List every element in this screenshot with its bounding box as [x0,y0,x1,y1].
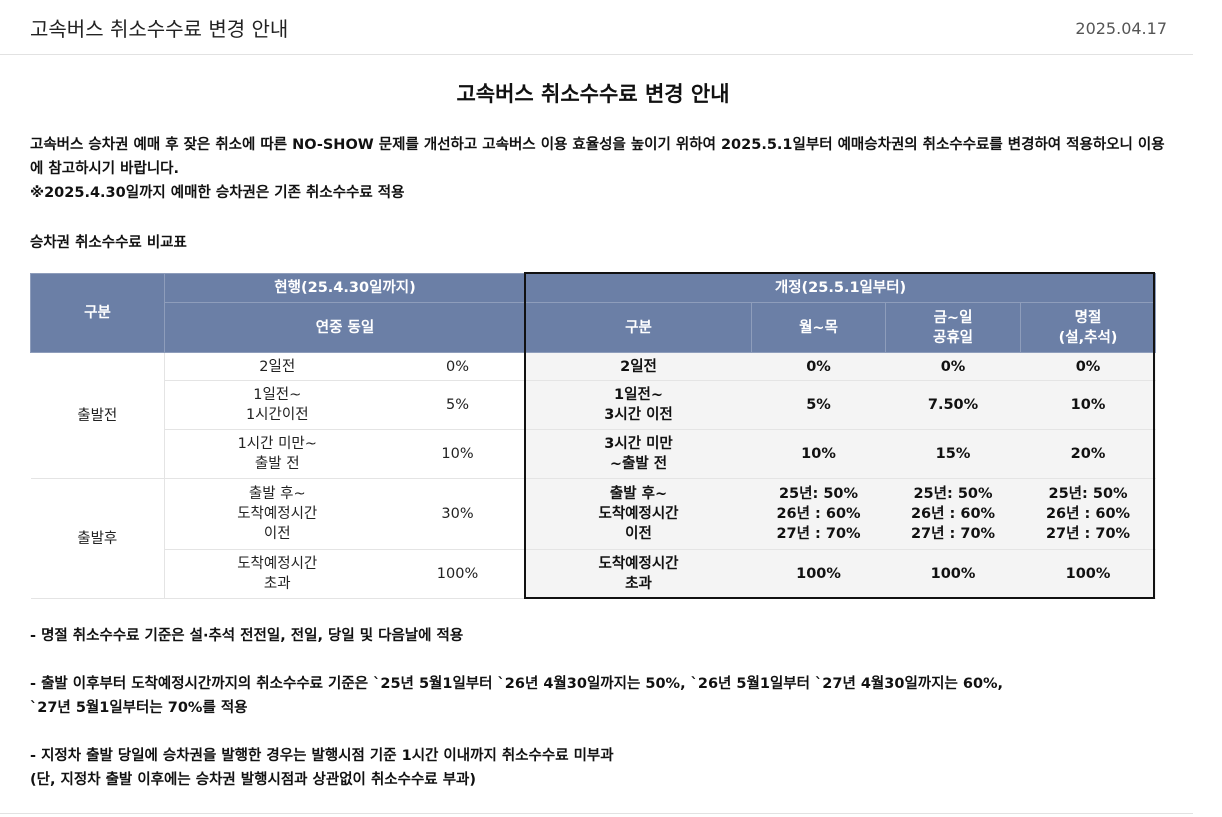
bottom-divider [0,813,1193,814]
weekend-rate-cell: 0% [885,352,1021,381]
fee-comparison-table: 구분 현행(25.4.30일까지) 개정(25.5.1일부터) 연중 동일 구분… [30,273,1157,599]
table-row: 출발전 2일전 0% 2일전 0% 0% 0% [30,352,1156,479]
revised-period-cell: 1일전~ 3시간 이전 [525,380,752,430]
current-period-cell: 1시간 미만~ 출발 전 [164,429,390,479]
holiday-rate-cell: 100% [1020,549,1156,599]
note-2: - 출발 이후부터 도착예정시간까지의 취소수수료 기준은 `25년 5월1일부… [30,676,1004,716]
weekday-rate-cell: 25년: 50% 26년 : 60% 27년 : 70% [751,478,886,550]
header-current: 현행(25.4.30일까지) [163,273,527,303]
page-title: 고속버스 취소수수료 변경 안내 [456,82,730,106]
current-rate-cell: 5% [389,380,526,430]
header-weekday: 월~목 [751,302,887,353]
header-holiday: 명절 (설,추석) [1020,302,1157,353]
current-period-cell: 1일전~ 1시간이전 [164,380,390,430]
table-row: 1일전~ 1시간이전 5% 1일전~ 3시간 이전 5% 7.50% 10% [31,380,1156,430]
holiday-rate-cell: 25년: 50% 26년 : 60% 27년 : 70% [1020,478,1156,550]
holiday-rate-cell: 20% [1020,429,1156,479]
revised-period-cell: 2일전 [525,352,752,381]
current-period-cell: 도착예정시간 초과 [164,549,390,599]
weekend-rate-cell: 7.50% [885,380,1021,430]
row-group-after: 출발후 [30,478,165,599]
header-division: 구분 [30,273,165,353]
weekday-rate-cell: 0% [751,352,886,381]
table-row: 출발후 출발 후~ 도착예정시간 이전 30% 출발 후~ 도착예정시간 이전 25년:… [30,478,1156,599]
intro-note: ※2025.4.30일까지 예매한 승차권은 기존 취소수수료 적용 [30,185,405,201]
page-header: 고속버스 취소수수료 변경 안내 2025.04.17 [0,0,1193,55]
table-title: 승차권 취소수수료 비교표 [30,235,187,251]
weekday-rate-cell: 5% [751,380,886,430]
notes: - 명절 취소수수료 기준은 설·추석 전전일, 전일, 당일 및 다음날에 적… [30,624,1165,816]
weekday-rate-cell: 100% [751,549,886,599]
weekend-rate-cell: 100% [885,549,1021,599]
revised-period-cell: 도착예정시간 초과 [525,549,752,599]
note-1: - 명절 취소수수료 기준은 설·추석 전전일, 전일, 당일 및 다음날에 적… [30,628,464,644]
header-revised: 개정(25.5.1일부터) [525,273,1157,303]
current-rate-cell: 100% [389,549,526,599]
weekend-rate-cell: 25년: 50% 26년 : 60% 27년 : 70% [885,478,1021,550]
current-period-cell: 2일전 [164,352,390,381]
weekend-rate-cell: 15% [885,429,1021,479]
header-title: 고속버스 취소수수료 변경 안내 [30,17,289,41]
current-period-cell: 출발 후~ 도착예정시간 이전 [164,478,390,550]
holiday-rate-cell: 10% [1020,380,1156,430]
table-body: 출발전 2일전 0% 2일전 0% 0% 0% 1일전~ 1시간이전 5% 1일전~ 3시간 이전… [30,352,1156,599]
table-row: 1시간 미만~ 출발 전 10% 3시간 미만 ~출발 전 10% 15% 20% [31,429,1156,479]
intro-text: 고속버스 승차권 예매 후 잦은 취소에 따른 NO-SHOW 문제를 개선하고… [30,133,1165,205]
weekday-rate-cell: 10% [751,429,886,479]
holiday-rate-cell: 0% [1020,352,1156,381]
header-date: 2025.04.17 [1075,19,1167,38]
header-rev-division: 구분 [525,302,753,353]
current-rate-cell: 10% [389,429,526,479]
row-group-before: 출발전 [30,352,165,479]
revised-period-cell: 출발 후~ 도착예정시간 이전 [525,478,752,550]
current-rate-cell: 0% [389,352,526,381]
header-current-sub: 연중 동일 [163,302,527,353]
intro-paragraph: 고속버스 승차권 예매 후 잦은 취소에 따른 NO-SHOW 문제를 개선하고… [30,137,1165,177]
current-rate-cell: 30% [389,478,526,550]
note-3: - 지정차 출발 당일에 승차권을 발행한 경우는 발행시점 기준 1시간 이내… [30,748,614,788]
revised-period-cell: 3시간 미만 ~출발 전 [525,429,752,479]
table-row: 도착예정시간 초과 100% 도착예정시간 초과 100% 100% 100% [31,549,1156,599]
header-weekend: 금~일 공휴일 [885,302,1022,353]
